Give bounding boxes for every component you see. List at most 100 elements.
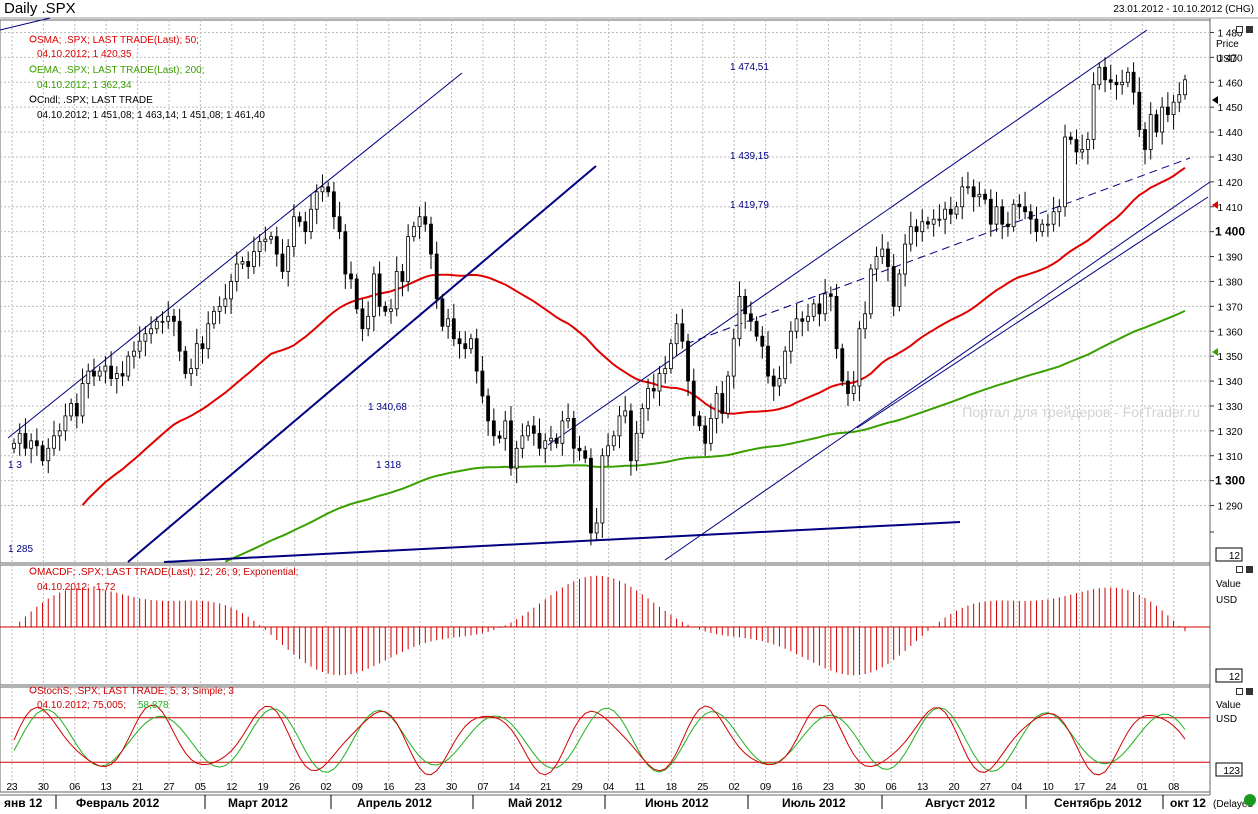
sma-legend-line1: SMA; .SPX; LAST TRADE(Last); 50; bbox=[37, 35, 199, 46]
candle-body bbox=[583, 450, 588, 459]
x-day-label: 11 bbox=[635, 782, 646, 793]
candle-body bbox=[411, 226, 416, 238]
candle-body bbox=[640, 408, 645, 434]
candle-body bbox=[657, 373, 662, 392]
candle-body bbox=[1131, 71, 1136, 93]
legend-bullet bbox=[29, 35, 37, 43]
x-month-label: янв 12 bbox=[4, 796, 43, 809]
price-panel-maximize-button[interactable] bbox=[1246, 26, 1253, 33]
legend-bullet bbox=[29, 686, 37, 694]
candle-body bbox=[606, 445, 610, 457]
candle-body bbox=[611, 435, 616, 447]
candle-body bbox=[714, 393, 719, 419]
candle-legend-line2: 04.10.2012; 1 451,08; 1 463,14; 1 451,08… bbox=[37, 110, 265, 121]
x-day-label: 23 bbox=[6, 782, 18, 793]
candle-body bbox=[748, 313, 753, 322]
candle-body bbox=[229, 281, 233, 300]
candle-body bbox=[754, 320, 759, 337]
candle-body bbox=[1120, 81, 1125, 86]
candle-body bbox=[1040, 223, 1045, 233]
ema-200-line bbox=[224, 309, 1186, 563]
candle-body bbox=[863, 313, 868, 330]
candle-body bbox=[988, 198, 993, 225]
candle-body bbox=[269, 236, 273, 240]
stoch-panel-maximize-button[interactable] bbox=[1246, 688, 1253, 695]
candle-body bbox=[577, 447, 582, 452]
candle-body bbox=[708, 417, 713, 444]
candle-body bbox=[394, 271, 399, 310]
candle-body bbox=[320, 186, 325, 193]
axis-layer: 23 30 06 13 21 27 05 12 19 26 02 09 16 23 30 07 14 21 29 04… bbox=[0, 28, 1256, 810]
panel-frame bbox=[0, 564, 1211, 686]
ema-legend-line2: 04.10.2012; 1 362,34 bbox=[37, 80, 132, 91]
x-day-label: 01 bbox=[1137, 782, 1149, 793]
stoch-panel-minimize-button[interactable] bbox=[1236, 688, 1243, 695]
candle-body bbox=[52, 435, 56, 449]
candle-body bbox=[446, 318, 451, 327]
candle-body bbox=[314, 191, 319, 210]
macd-panel-minimize-button[interactable] bbox=[1236, 566, 1243, 573]
date-range: 23.01.2012 - 10.10.2012 (CHG) bbox=[1113, 4, 1254, 15]
x-day-label: 07 bbox=[477, 782, 489, 793]
candle-body bbox=[646, 388, 650, 409]
candle-body bbox=[349, 273, 353, 280]
stoch-legend-line2b: 58,878 bbox=[138, 700, 169, 711]
y-tick-label: 1 300 bbox=[1215, 474, 1245, 488]
candle-body bbox=[806, 315, 810, 322]
y-tick-label: 1 340 bbox=[1217, 377, 1242, 388]
y-tick-label: 1 460 bbox=[1217, 78, 1242, 89]
candle-body bbox=[977, 193, 982, 198]
candle-body bbox=[206, 323, 211, 350]
x-day-label: 30 bbox=[446, 782, 458, 793]
x-day-label: 09 bbox=[760, 782, 772, 793]
candle-body bbox=[903, 243, 908, 275]
candle-body bbox=[1080, 149, 1085, 153]
x-day-label: 14 bbox=[509, 782, 521, 793]
candle-body bbox=[217, 305, 222, 312]
candle-body bbox=[971, 186, 976, 198]
candle-body bbox=[331, 191, 336, 218]
ema-legend-line1: EMA; .SPX; LAST TRADE(Last); 200; bbox=[37, 65, 204, 76]
candle-body bbox=[1143, 129, 1147, 150]
candle-body bbox=[240, 261, 245, 265]
x-day-label: 10 bbox=[1043, 782, 1055, 793]
x-day-label: 13 bbox=[101, 782, 113, 793]
candle-body bbox=[823, 293, 828, 315]
chart-title: Daily .SPX bbox=[4, 0, 76, 17]
y-tick-label: 1 480 bbox=[1217, 28, 1242, 39]
sma-50-line bbox=[81, 166, 1186, 506]
price-panel-minimize-button[interactable] bbox=[1236, 26, 1243, 33]
trendlines-layer bbox=[0, 17, 1211, 563]
candle-body bbox=[794, 318, 799, 332]
panel-frame bbox=[0, 686, 1211, 793]
candle-body bbox=[817, 303, 822, 315]
candle-body bbox=[1114, 81, 1119, 86]
candle-body bbox=[189, 368, 193, 374]
candle-body bbox=[12, 442, 16, 449]
x-day-label: 19 bbox=[258, 782, 270, 793]
candle-body bbox=[509, 420, 513, 469]
candle-body bbox=[1034, 218, 1039, 233]
candle-body bbox=[103, 365, 108, 372]
stoch-legend-line2a: 04.10.2012; 75,005; bbox=[37, 700, 126, 711]
candle-body bbox=[1023, 206, 1027, 213]
candle-body bbox=[1074, 139, 1079, 153]
candle-body bbox=[674, 323, 679, 345]
x-day-label: 16 bbox=[791, 782, 803, 793]
stoch-axis-unit: USD bbox=[1216, 714, 1237, 725]
macd-panel-maximize-button[interactable] bbox=[1246, 566, 1253, 573]
x-day-label: 20 bbox=[948, 782, 960, 793]
candle-body bbox=[263, 238, 268, 243]
candle-body bbox=[109, 365, 114, 379]
candle-body bbox=[343, 231, 348, 275]
candle-body bbox=[943, 208, 947, 220]
candle-body bbox=[429, 223, 433, 255]
macd-legend-line2: 04.10.2012; -1,72 bbox=[37, 582, 116, 593]
candle-body bbox=[777, 378, 782, 387]
candle-body bbox=[857, 328, 862, 387]
candle-body bbox=[234, 263, 239, 282]
y-tick-label: 1 380 bbox=[1217, 277, 1242, 288]
candle-body bbox=[691, 380, 696, 417]
candle-body bbox=[1183, 79, 1187, 96]
candle-body bbox=[931, 218, 936, 225]
